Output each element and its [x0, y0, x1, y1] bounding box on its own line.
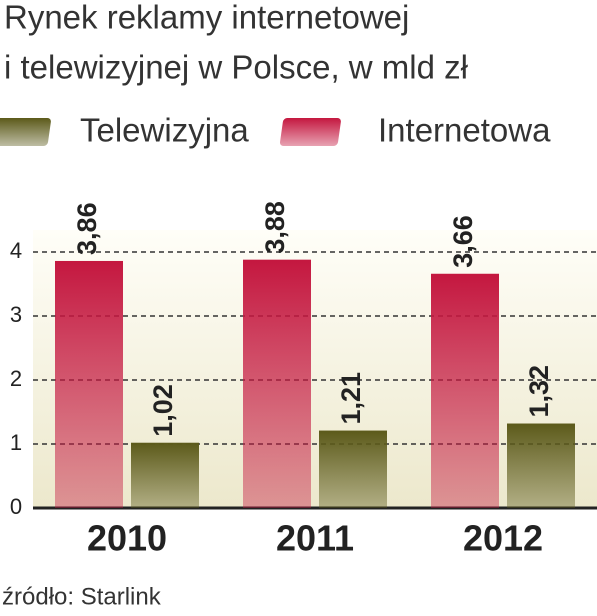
legend-swatch — [280, 118, 341, 146]
value-label: 3,66 — [448, 215, 478, 268]
plot-background — [33, 230, 597, 508]
bar — [507, 423, 575, 508]
chart-title: Rynek reklamy internetowej — [4, 0, 409, 36]
value-label: 3,88 — [260, 201, 290, 254]
value-label: 1,21 — [336, 372, 366, 425]
y-tick-label: 2 — [10, 366, 22, 391]
bar — [319, 430, 387, 508]
bar — [131, 442, 199, 508]
bar — [55, 260, 123, 508]
value-label: 3,86 — [72, 202, 102, 255]
y-tick-label: 1 — [10, 430, 22, 455]
legend-label: Internetowa — [378, 112, 551, 149]
y-tick-label: 3 — [10, 302, 22, 327]
x-tick-label: 2011 — [276, 518, 354, 559]
legend-label: Telewizyjna — [80, 112, 249, 149]
chart-subtitle: i telewizyjnej w Polsce, w mld zł — [4, 49, 469, 86]
legend-swatch — [0, 118, 51, 146]
y-tick-label: 4 — [10, 238, 22, 263]
y-tick-label: 0 — [10, 494, 22, 519]
x-tick-label: 2012 — [463, 518, 543, 559]
value-label: 1,02 — [148, 384, 178, 437]
value-label: 1,32 — [524, 365, 554, 418]
bar — [243, 259, 311, 508]
bar — [431, 273, 499, 508]
x-tick-label: 2010 — [87, 518, 167, 559]
source: źródło: Starlink — [2, 583, 162, 610]
